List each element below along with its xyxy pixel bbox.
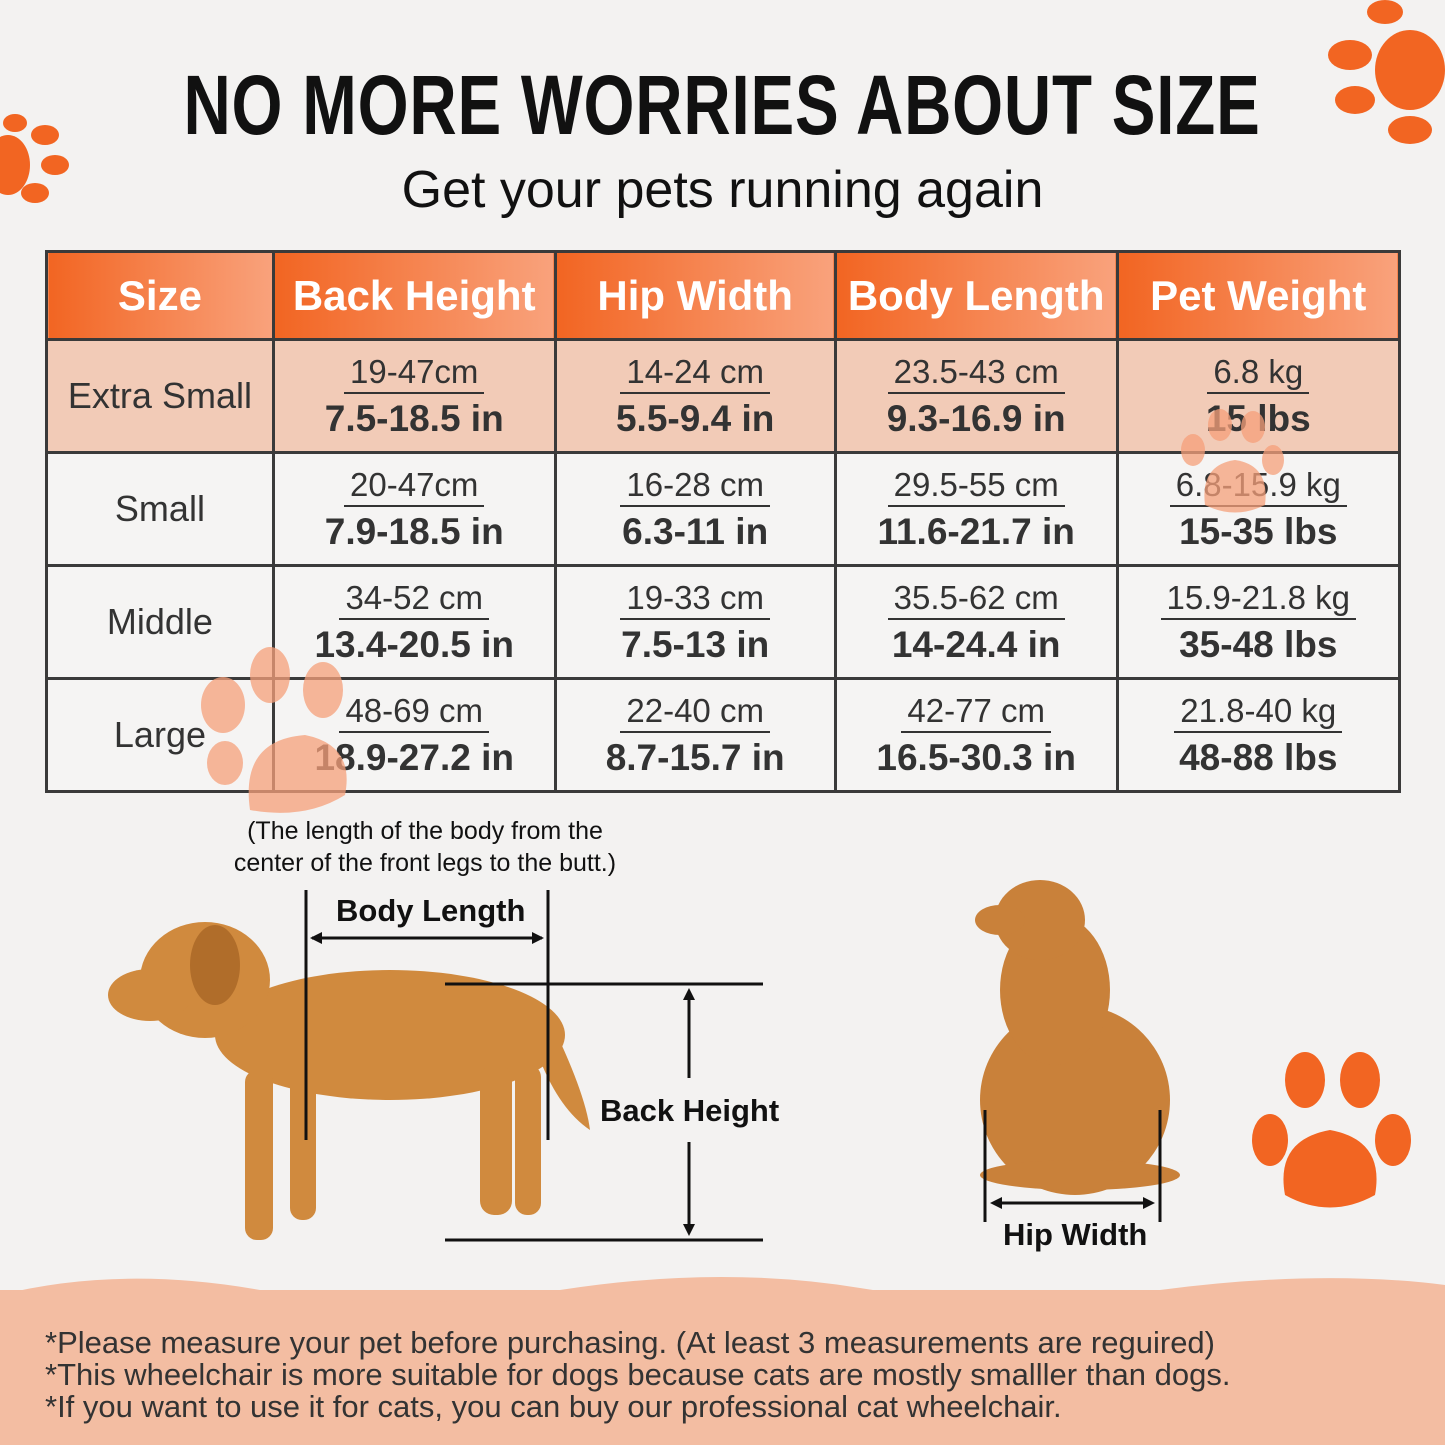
metric-value: 19-33 cm xyxy=(620,579,770,620)
measurement-cell: 16-28 cm 6.3-11 in xyxy=(553,451,837,567)
header-body-length: Body Length xyxy=(833,250,1119,341)
page-subtitle: Get your pets running again xyxy=(401,161,1044,219)
metric-value: 42-77 cm xyxy=(901,692,1051,733)
measurement-cell: 48-69 cm 18.9-27.2 in xyxy=(271,677,557,793)
standing-dog-illustration xyxy=(108,922,590,1240)
imperial-value: 11.6-21.7 in xyxy=(877,510,1075,552)
header-back-height: Back Height xyxy=(271,250,557,341)
imperial-value: 15-35 lbs xyxy=(1179,510,1338,552)
table-row: Middle 34-52 cm 13.4-20.5 in 19-33 cm 7.5-13… xyxy=(45,564,1402,680)
metric-value: 14-24 cm xyxy=(620,353,770,394)
footer-note: *This wheelchair is more suitable for do… xyxy=(45,1357,1231,1392)
imperial-value: 7.5-18.5 in xyxy=(324,397,504,439)
body-length-label: Body Length xyxy=(336,893,526,928)
imperial-value: 7.5-13 in xyxy=(621,623,770,665)
imperial-value: 48-88 lbs xyxy=(1179,736,1338,778)
size-cell: Small xyxy=(45,451,275,567)
measurement-cell: 29.5-55 cm 11.6-21.7 in xyxy=(833,451,1119,567)
table-row: Extra Small 19-47cm 7.5-18.5 in 14-24 cm 5.5… xyxy=(45,338,1402,454)
table-header-row: Size Back Height Hip Width Body Length P… xyxy=(45,250,1402,341)
imperial-value: 5.5-9.4 in xyxy=(615,397,775,439)
measurement-lines xyxy=(304,890,1162,1242)
measurement-cell: 21.8-40 kg 48-88 lbs xyxy=(1115,677,1402,793)
arrowheads xyxy=(310,932,1155,1236)
metric-value: 15.9-21.8 kg xyxy=(1160,579,1357,620)
measurement-cell: 20-47cm 7.9-18.5 in xyxy=(271,451,557,567)
measurement-cell: 23.5-43 cm 9.3-16.9 in xyxy=(833,338,1119,454)
metric-value: 16-28 cm xyxy=(620,466,770,507)
metric-value: 35.5-62 cm xyxy=(887,579,1065,620)
header-hip-width: Hip Width xyxy=(553,250,837,341)
paw-print-icon xyxy=(0,114,69,203)
measurement-diagram xyxy=(108,880,1180,1242)
note-line: (The length of the body from the xyxy=(247,817,603,845)
imperial-value: 18.9-27.2 in xyxy=(314,736,514,778)
imperial-value: 7.9-18.5 in xyxy=(324,510,504,552)
footer-note: *If you want to use it for cats, you can… xyxy=(45,1389,1062,1424)
imperial-value: 8.7-15.7 in xyxy=(605,736,785,778)
measurement-cell: 15.9-21.8 kg 35-48 lbs xyxy=(1115,564,1402,680)
back-height-label: Back Height xyxy=(600,1093,780,1128)
metric-value: 29.5-55 cm xyxy=(887,466,1065,507)
imperial-value: 9.3-16.9 in xyxy=(886,397,1066,439)
sitting-dog-illustration xyxy=(975,880,1180,1195)
hip-width-label: Hip Width xyxy=(1003,1217,1148,1252)
footer-note: *Please measure your pet before purchasi… xyxy=(45,1325,1215,1360)
size-chart-table: Size Back Height Hip Width Body Length P… xyxy=(45,250,1402,793)
header-size: Size xyxy=(45,250,275,341)
measurement-cell: 19-47cm 7.5-18.5 in xyxy=(271,338,557,454)
imperial-value: 35-48 lbs xyxy=(1179,623,1338,665)
measurement-cell: 35.5-62 cm 14-24.4 in xyxy=(833,564,1119,680)
measurement-cell: 34-52 cm 13.4-20.5 in xyxy=(271,564,557,680)
header-pet-weight: Pet Weight xyxy=(1115,250,1402,341)
footer-band xyxy=(0,1276,1445,1445)
metric-value: 19-47cm xyxy=(344,353,485,394)
measurement-cell: 14-24 cm 5.5-9.4 in xyxy=(553,338,837,454)
metric-value: 6.8 kg xyxy=(1207,353,1310,394)
imperial-value: 6.3-11 in xyxy=(622,510,769,552)
imperial-value: 13.4-20.5 in xyxy=(314,623,514,665)
paw-print-icon xyxy=(1328,0,1445,144)
measurement-cell: 22-40 cm 8.7-15.7 in xyxy=(553,677,837,793)
paw-print-icon xyxy=(1181,409,1284,513)
body-length-note: (The length of the body from the center … xyxy=(200,815,650,879)
size-cell: Middle xyxy=(45,564,275,680)
wave-decoration xyxy=(0,1276,1445,1310)
page-title: NO MORE WORRIES ABOUT SIZE xyxy=(183,58,1261,152)
imperial-value: 14-24.4 in xyxy=(891,623,1061,665)
metric-value: 22-40 cm xyxy=(620,692,770,733)
paw-print-icon xyxy=(201,647,347,813)
note-line: center of the front legs to the butt.) xyxy=(233,849,617,877)
table-row: Small 20-47cm 7.9-18.5 in 16-28 cm 6.3-11 in… xyxy=(45,451,1402,567)
imperial-value: 16.5-30.3 in xyxy=(876,736,1076,778)
metric-value: 48-69 cm xyxy=(339,692,489,733)
metric-value: 20-47cm xyxy=(344,466,485,507)
paw-print-icon xyxy=(1252,1052,1411,1208)
metric-value: 23.5-43 cm xyxy=(887,353,1065,394)
size-cell: Extra Small xyxy=(45,338,275,454)
metric-value: 21.8-40 kg xyxy=(1174,692,1343,733)
metric-value: 34-52 cm xyxy=(339,579,489,620)
measurement-cell: 42-77 cm 16.5-30.3 in xyxy=(833,677,1119,793)
measurement-cell: 19-33 cm 7.5-13 in xyxy=(553,564,837,680)
footer-notes: *Please measure your pet before purchasi… xyxy=(45,1327,1230,1423)
